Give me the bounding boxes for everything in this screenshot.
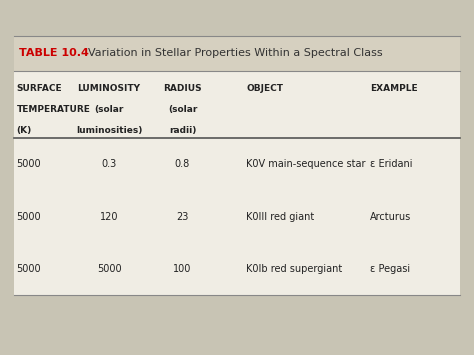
Text: EXAMPLE: EXAMPLE — [370, 84, 417, 93]
Text: TEMPERATURE: TEMPERATURE — [17, 105, 91, 114]
Text: 23: 23 — [176, 212, 189, 222]
Text: 5000: 5000 — [17, 264, 41, 274]
Text: K0III red giant: K0III red giant — [246, 212, 315, 222]
Text: K0V main-sequence star: K0V main-sequence star — [246, 159, 366, 169]
Text: (solar: (solar — [168, 105, 197, 114]
Text: SURFACE: SURFACE — [17, 84, 62, 93]
FancyBboxPatch shape — [14, 242, 460, 295]
Text: radii): radii) — [169, 126, 196, 135]
Text: LUMINOSITY: LUMINOSITY — [78, 84, 140, 93]
Text: 5000: 5000 — [17, 159, 41, 169]
Text: OBJECT: OBJECT — [246, 84, 283, 93]
Text: ε Eridani: ε Eridani — [370, 159, 412, 169]
FancyBboxPatch shape — [14, 36, 460, 71]
Text: TABLE 10.4: TABLE 10.4 — [19, 48, 89, 58]
Text: 5000: 5000 — [97, 264, 121, 274]
Text: 0.3: 0.3 — [101, 159, 117, 169]
FancyBboxPatch shape — [14, 138, 460, 191]
Text: luminosities): luminosities) — [76, 126, 142, 135]
Text: RADIUS: RADIUS — [163, 84, 202, 93]
Text: ε Pegasi: ε Pegasi — [370, 264, 410, 274]
Text: 100: 100 — [173, 264, 191, 274]
Text: K0Ib red supergiant: K0Ib red supergiant — [246, 264, 343, 274]
Text: (K): (K) — [17, 126, 32, 135]
FancyBboxPatch shape — [14, 71, 460, 138]
FancyBboxPatch shape — [14, 191, 460, 242]
Text: 5000: 5000 — [17, 212, 41, 222]
Text: (solar: (solar — [94, 105, 124, 114]
Text: 0.8: 0.8 — [175, 159, 190, 169]
Text: Arcturus: Arcturus — [370, 212, 411, 222]
Text: Variation in Stellar Properties Within a Spectral Class: Variation in Stellar Properties Within a… — [88, 48, 383, 58]
Text: 120: 120 — [100, 212, 118, 222]
